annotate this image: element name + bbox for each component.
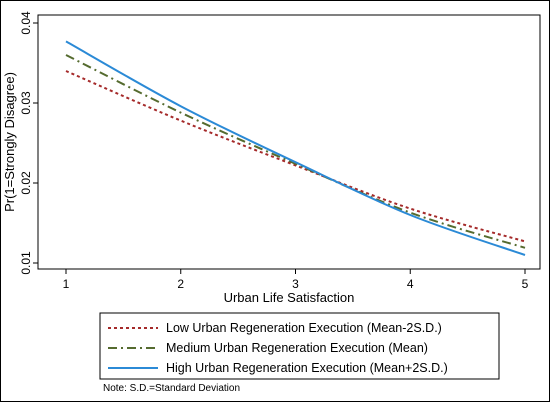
x-tick-label: 3 (292, 277, 299, 291)
series-lines (65, 40, 526, 256)
legend-label-3: High Urban Regeneration Execution (Mean+… (166, 361, 448, 375)
x-tick-label: 1 (63, 277, 70, 291)
legend-box (99, 312, 500, 380)
series-line-2 (65, 54, 526, 249)
y-axis-ticks: 0.01 0.02 0.03 0.04 (19, 11, 38, 275)
legend-label-2: Medium Urban Regeneration Execution (Mea… (166, 341, 428, 355)
x-axis-title: Urban Life Satisfaction (224, 290, 355, 305)
note-text: Note: S.D.=Standard Deviation (103, 383, 240, 394)
x-tick-label: 4 (407, 277, 414, 291)
y-tick-label: 0.02 (19, 171, 33, 195)
x-tick-label: 2 (177, 277, 184, 291)
series-line-1 (65, 70, 526, 243)
x-tick-label: 5 (522, 277, 529, 291)
legend: Low Urban Regeneration Execution (Mean-2… (108, 321, 448, 375)
y-axis-title: Pr(1=Strongly Disagree) (2, 72, 17, 212)
y-tick-label: 0.03 (19, 91, 33, 115)
plot-area (37, 14, 541, 270)
y-tick-label: 0.04 (19, 11, 33, 35)
y-tick-label: 0.01 (19, 251, 33, 275)
series-line-3 (65, 40, 526, 256)
x-axis-ticks: 1 2 3 4 5 (63, 269, 529, 291)
legend-label-1: Low Urban Regeneration Execution (Mean-2… (166, 321, 442, 335)
